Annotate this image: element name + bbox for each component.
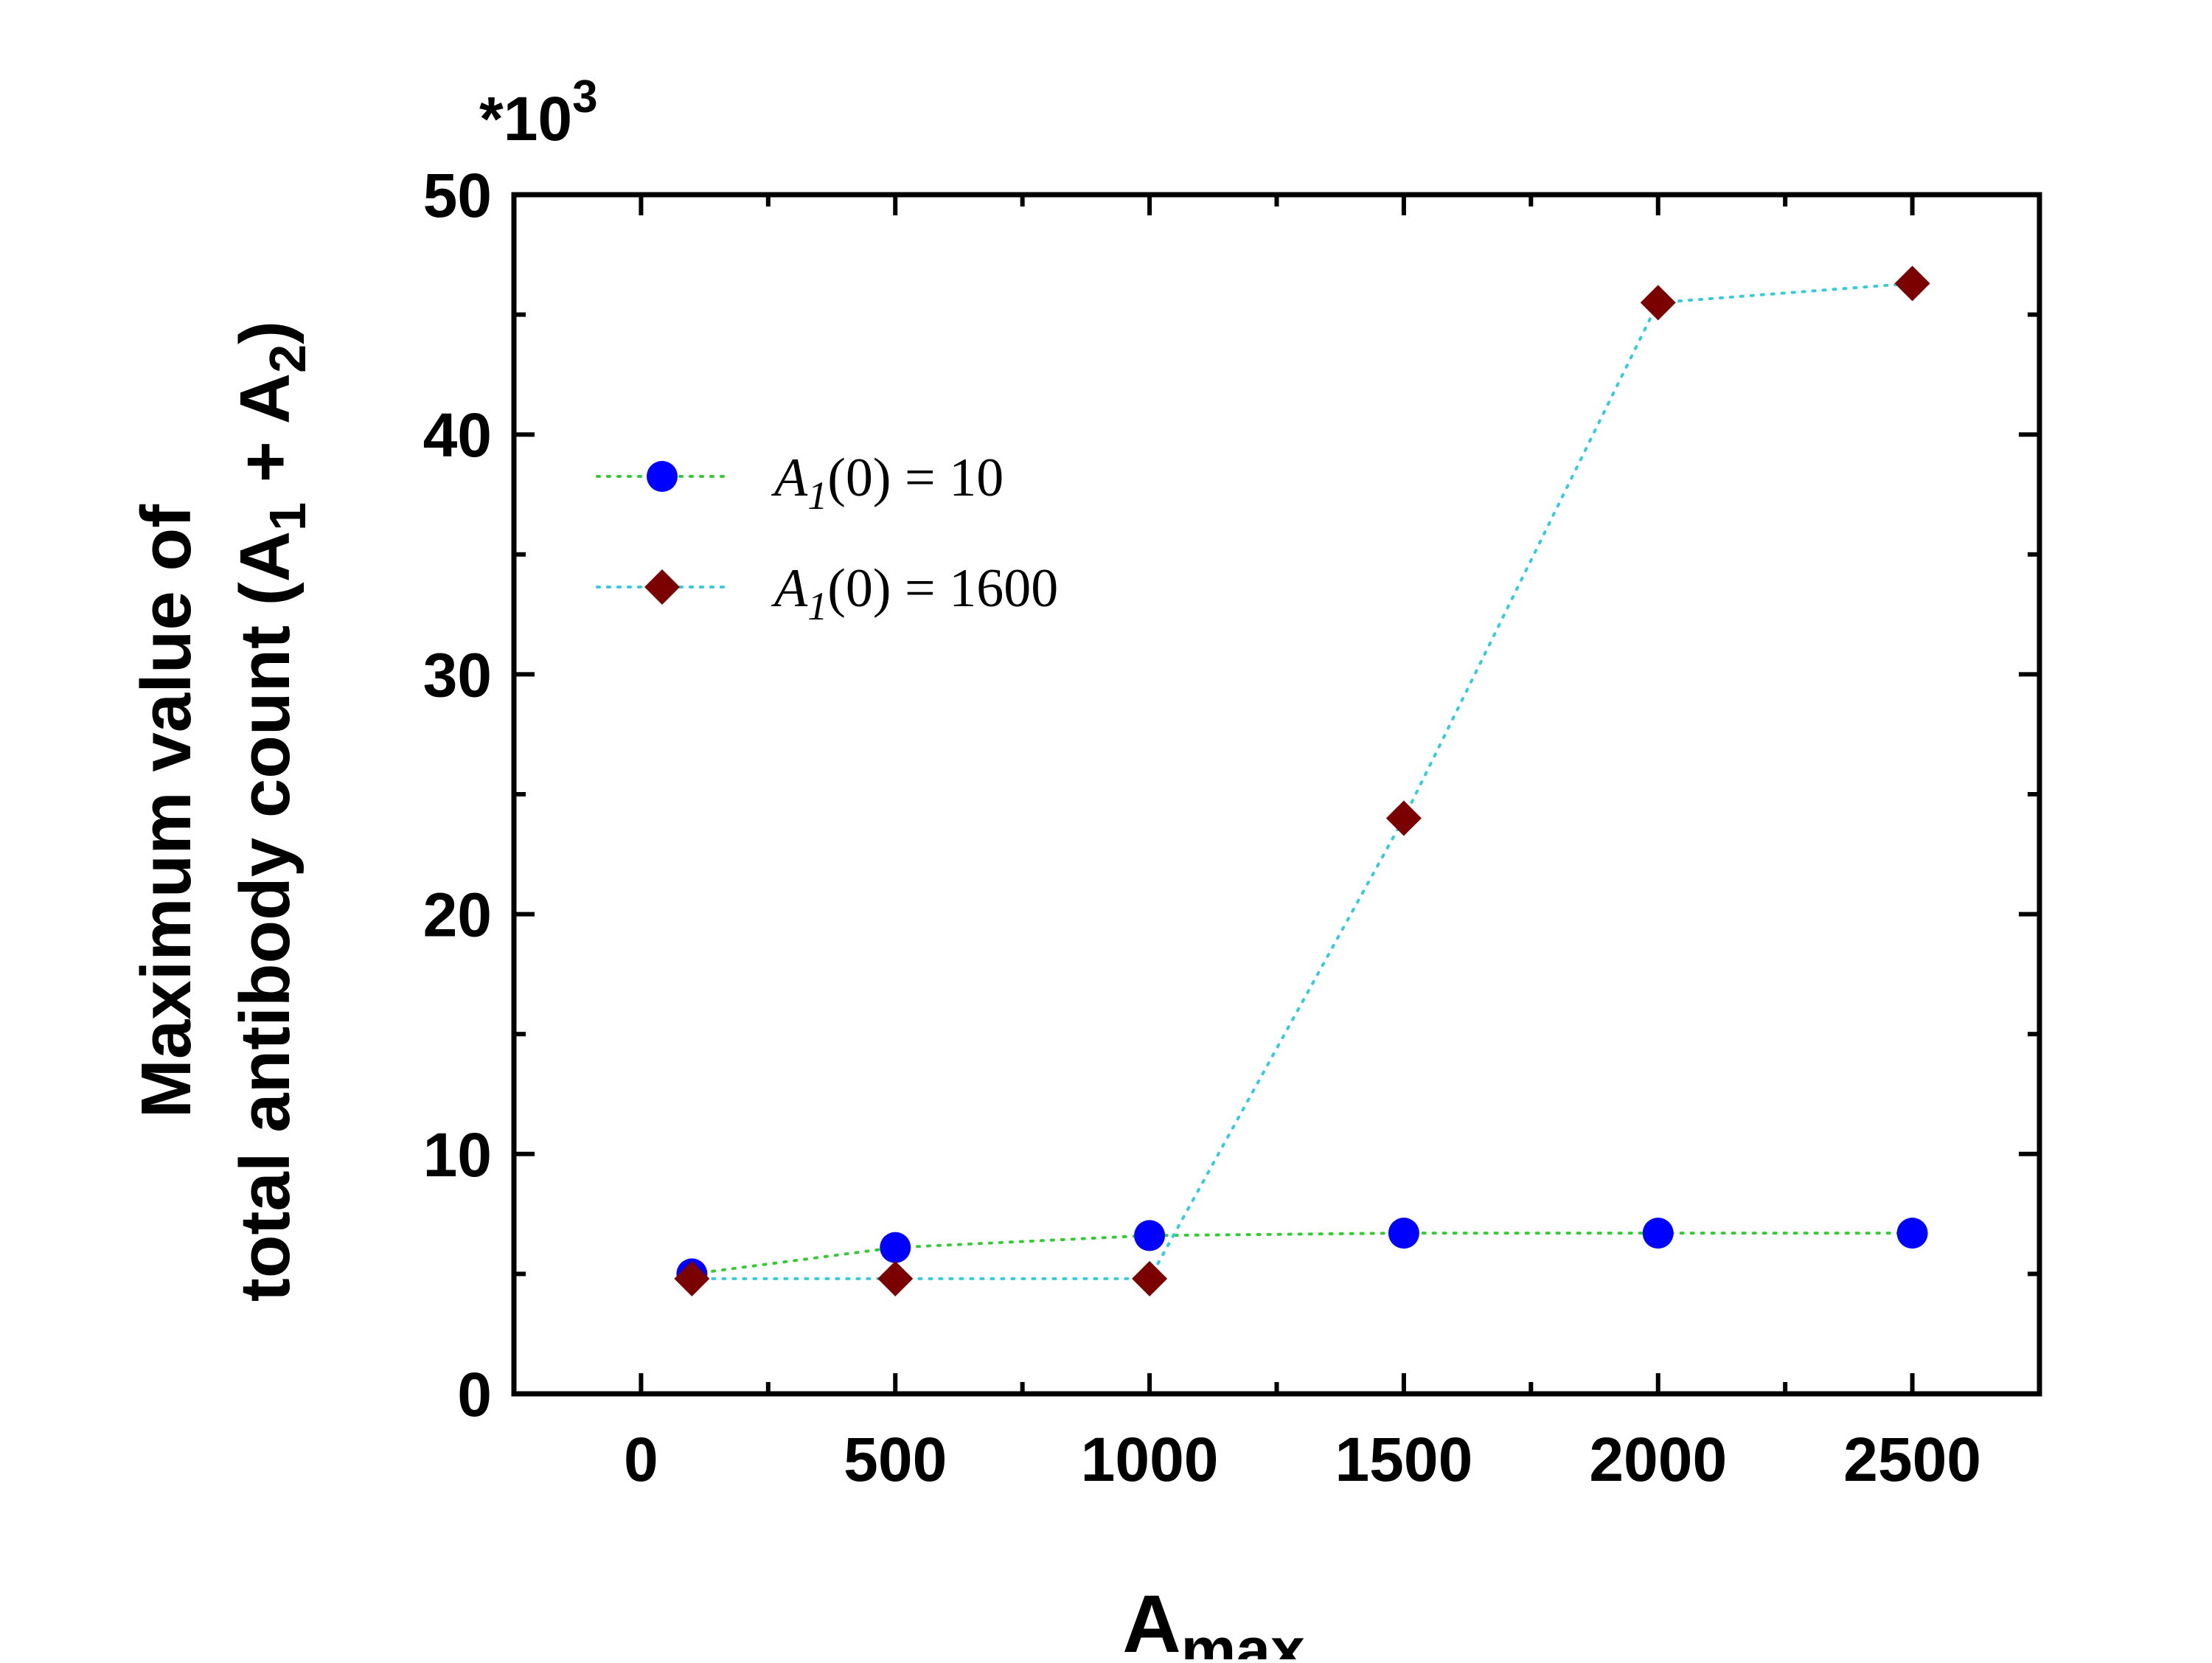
series-1-point [1642,1218,1674,1249]
series-1-point [1896,1218,1928,1249]
y-tick-label: 20 [423,881,492,950]
series-2-point [1385,800,1422,836]
x-tick-label: 500 [844,1425,947,1494]
x-tick-label: 2500 [1843,1425,1981,1494]
legend-marker-1 [647,461,678,492]
series-2-line [690,282,1914,1280]
series-1-point [880,1232,911,1263]
legend-label-2: A1(0) = 1600 [771,558,1058,628]
y-tick-label: 30 [423,640,492,709]
series-2-point [674,1260,710,1296]
series-2-point [1640,285,1676,321]
x-axis-title: Amax [1122,1579,1305,1659]
y-tick-label: 0 [457,1360,492,1429]
x-tick-label: 1500 [1335,1425,1472,1494]
series-1-line [690,1232,1914,1276]
series-2-point [877,1260,914,1296]
series-1-point [1388,1218,1419,1249]
legend-label-1: A1(0) = 10 [771,448,1004,518]
y-multiplier-label: *103 [479,72,598,153]
legend-marker-2 [644,569,680,605]
plot-area: 0 500 1000 1500 2000 2500 0 10 20 30 40 50 [423,161,2042,1494]
svg-text:total antibody count (A1 + A2): total antibody count (A1 + A2) [226,321,316,1302]
x-tick-label: 2000 [1589,1425,1727,1494]
plot-frame [511,192,2042,1397]
y-axis-title: Maximum value of total antibody count (A… [127,321,316,1302]
y-tick-label: 10 [423,1120,492,1190]
y-tick-label: 50 [423,161,492,230]
series-2-point [1894,265,1930,302]
y-tick-label: 40 [423,400,492,470]
svg-text:Maximum value of: Maximum value of [127,504,206,1118]
x-tick-label: 0 [624,1425,658,1494]
series-1-point [1134,1220,1166,1251]
x-tick-label: 1000 [1081,1425,1219,1494]
series-2-point [1132,1260,1168,1296]
legend: A1(0) = 10 A1(0) = 1600 [596,448,1058,628]
